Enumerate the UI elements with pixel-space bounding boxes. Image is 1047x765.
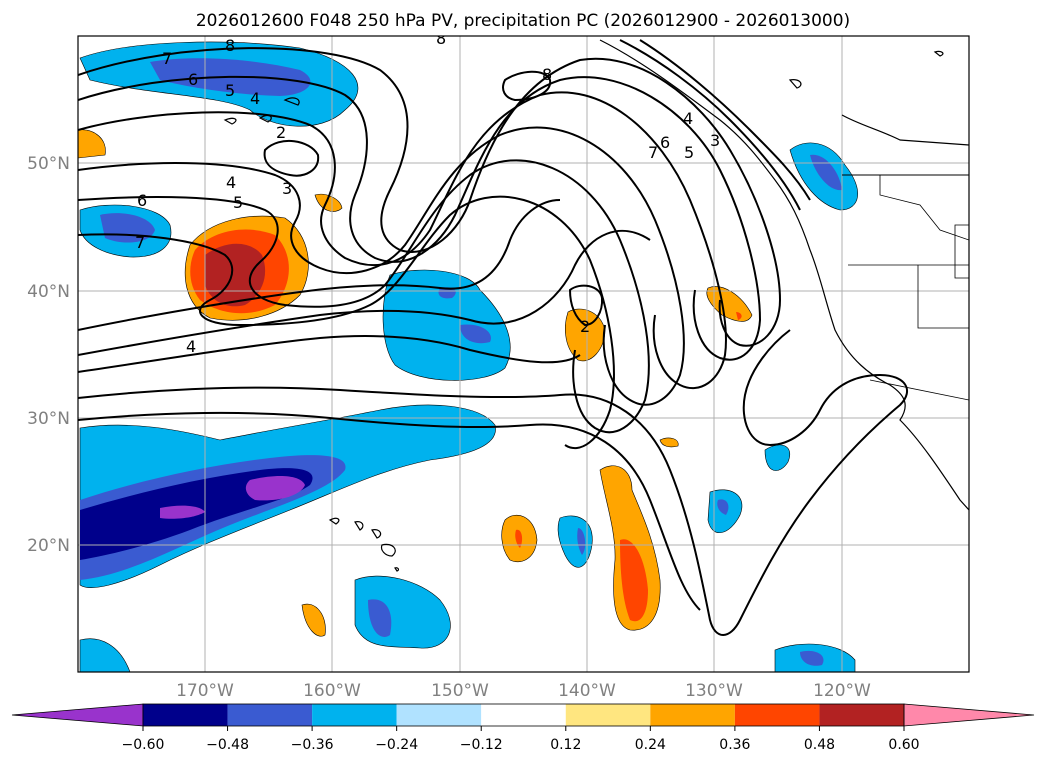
colorbar-segment <box>565 704 651 726</box>
coastlines <box>223 39 969 572</box>
pv-contour-labels: 8 7 6 5 4 2 3 4 5 6 7 8 4 2 3 4 5 6 7 8 <box>135 29 720 356</box>
latitude-labels: 50°N 40°N 30°N 20°N <box>27 154 70 556</box>
contour-label: 6 <box>137 191 147 210</box>
longitude-labels: 170°W 160°W 150°W 140°W 130°W 120°W <box>176 681 871 701</box>
colorbar-tick-label: 0.48 <box>804 737 835 753</box>
contour-label: 7 <box>135 233 145 252</box>
lon-label-160w: 160°W <box>303 681 361 701</box>
colorbar-segment <box>396 704 482 726</box>
lon-label-120w: 120°W <box>813 681 871 701</box>
colorbar-tick-label: 0.12 <box>550 737 581 753</box>
colorbar-segment <box>227 704 313 726</box>
contour-label: 5 <box>233 193 243 212</box>
lat-label-40n: 40°N <box>27 282 70 302</box>
contour-label: 5 <box>684 143 694 162</box>
precip-region-coast-blob <box>706 286 753 322</box>
lon-label-140w: 140°W <box>558 681 616 701</box>
colorbar-segment <box>819 704 904 726</box>
precip-region-small-dot <box>659 437 679 448</box>
lon-label-150w: 150°W <box>431 681 489 701</box>
lon-label-170w: 170°W <box>176 681 234 701</box>
colorbar-extend-max <box>903 703 1035 727</box>
contour-label: 3 <box>282 179 292 198</box>
lat-label-20n: 20°N <box>27 536 70 556</box>
pv-contours <box>78 39 909 636</box>
contour-label: 7 <box>162 49 172 68</box>
map-frame <box>77 35 970 673</box>
contour-label: 4 <box>250 89 260 108</box>
precip-region-140w-blob <box>565 308 606 362</box>
colorbar-tick-label: −0.12 <box>460 737 503 753</box>
contour-label: 4 <box>226 173 236 192</box>
colorbar-tick-label: −0.24 <box>375 737 418 753</box>
lat-label-50n: 50°N <box>27 154 70 174</box>
precip-region-small-orange <box>301 603 326 637</box>
lon-label-130w: 130°W <box>685 681 743 701</box>
contour-label: 2 <box>580 317 590 336</box>
map-area: 8 7 6 5 4 2 3 4 5 6 7 8 4 2 3 4 5 6 7 8 <box>78 29 969 672</box>
map-title: 2026012600 F048 250 hPa PV, precipitatio… <box>196 11 850 31</box>
lat-label-30n: 30°N <box>27 409 70 429</box>
precip-region-tropical-blue-1 <box>557 515 593 568</box>
contour-label: 6 <box>188 70 198 89</box>
contour-label: 7 <box>648 143 658 162</box>
contour-label: 4 <box>186 337 196 356</box>
colorbar-segment <box>312 704 397 726</box>
contour-label: 3 <box>710 131 720 150</box>
contour-label: 8 <box>225 36 235 55</box>
contour-label: 6 <box>660 133 670 152</box>
colorbar-segment <box>650 704 735 726</box>
colorbar-segment <box>143 704 228 726</box>
contour-label: 4 <box>683 109 693 128</box>
colorbar-segment <box>481 704 566 726</box>
colorbar-tick-label: −0.60 <box>122 737 165 753</box>
precip-negative-shading <box>79 41 859 672</box>
contour-label: 2 <box>276 123 286 142</box>
contour-label: 8 <box>542 65 552 84</box>
colorbar-tick-label: −0.36 <box>291 737 334 753</box>
colorbar-segment <box>734 704 820 726</box>
colorbar-tick-label: −0.48 <box>206 737 249 753</box>
colorbar-extend-min <box>11 703 144 727</box>
contour-label: 8 <box>436 29 446 48</box>
precip-region-nw-small <box>78 129 106 159</box>
colorbar-tick-label: 0.60 <box>888 737 919 753</box>
colorbar-tick-label: 0.24 <box>635 737 666 753</box>
contour-label: 5 <box>225 81 235 100</box>
colorbar: −0.60 −0.48 −0.36 −0.24 −0.12 0.12 0.24 0.36 0.4… <box>11 703 1035 753</box>
colorbar-frame <box>142 703 905 727</box>
colorbar-tick-label: 0.36 <box>719 737 750 753</box>
precip-region-mid-small <box>314 193 343 212</box>
